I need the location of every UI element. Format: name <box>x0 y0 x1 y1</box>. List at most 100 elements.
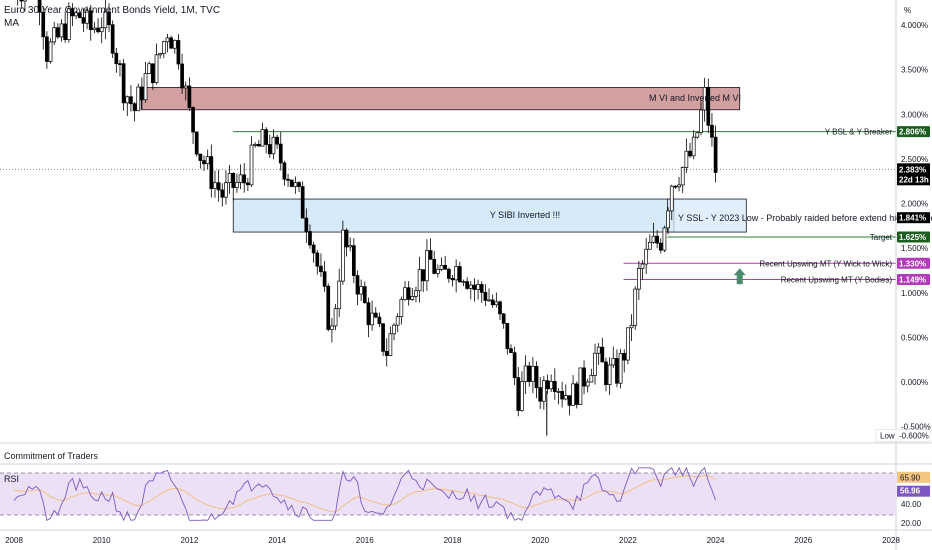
candle-body <box>377 316 382 325</box>
candle-body <box>534 365 539 389</box>
x-tick-label: 2020 <box>531 536 549 545</box>
candle-body <box>110 24 115 54</box>
zone-label: Y SSL - Y 2023 Low - Probably raided bef… <box>678 213 932 223</box>
rsi-tick-label: 40.00 <box>901 500 922 509</box>
y-tick-label: -0.500% <box>901 423 931 432</box>
candle-body <box>615 358 619 384</box>
x-tick-label: 2014 <box>268 536 286 545</box>
candle-body <box>512 352 517 378</box>
level-label: Target <box>870 233 893 242</box>
candle-body <box>498 301 502 315</box>
candle-body <box>626 327 630 361</box>
candle-body <box>132 103 137 112</box>
x-tick-label: 2024 <box>707 536 725 545</box>
y-tick-label: 0.000% <box>901 378 928 387</box>
rsi-title: RSI <box>4 474 20 484</box>
candle-body <box>461 281 466 283</box>
low-label: Low <box>880 432 895 441</box>
y-tick-label: 3.000% <box>901 110 928 119</box>
candle-body <box>322 271 327 287</box>
candle-body <box>271 136 276 155</box>
candle-body <box>578 367 583 405</box>
candle-body <box>637 268 641 290</box>
candle-body <box>143 73 148 101</box>
cot-title[interactable]: Commitment of Traders <box>4 451 99 461</box>
candle-body <box>666 210 670 229</box>
candle-body <box>304 217 309 232</box>
candle-body <box>662 227 667 251</box>
candle-body <box>472 284 477 290</box>
level-lines <box>0 131 896 280</box>
candle-body <box>706 87 711 126</box>
rsi-panel: 65.90 56.96 40.00 20.00 <box>0 466 930 528</box>
rsi-badge-text: 65.90 <box>900 473 921 482</box>
candle-body <box>593 352 597 376</box>
candle-body <box>48 41 53 62</box>
candle-body <box>326 285 331 330</box>
candle-body <box>286 178 290 181</box>
candle-body <box>121 63 126 104</box>
candle-body <box>224 182 228 198</box>
candle-body <box>249 144 254 186</box>
candle-body <box>74 12 78 17</box>
candle-body <box>359 286 363 295</box>
zone-label: M VI and Inverted M VI <box>649 93 741 103</box>
candle-body <box>457 266 462 283</box>
candle-body <box>490 299 495 306</box>
candle-body <box>465 281 469 289</box>
candle-body <box>194 131 199 155</box>
y-tick-label: 2.000% <box>901 200 928 209</box>
indicator-label: MA <box>4 18 19 29</box>
candle-body <box>479 284 484 293</box>
price-badge <box>897 212 930 224</box>
candle-body <box>403 287 407 300</box>
candle-body <box>680 167 685 186</box>
x-tick-label: 2008 <box>5 536 23 545</box>
candle-body <box>161 41 166 54</box>
y-tick-label: 4.000% <box>901 21 928 30</box>
countdown-text: 22d 13h <box>899 175 929 184</box>
x-tick-label: 2018 <box>444 536 462 545</box>
y-tick-label: 0.500% <box>901 333 928 342</box>
candle-body <box>600 346 605 363</box>
candle-body <box>125 96 130 104</box>
candle-body <box>315 252 320 267</box>
candle-body <box>337 280 342 310</box>
candle-body <box>59 23 64 38</box>
candle-body <box>88 10 93 30</box>
candle-body <box>341 229 345 282</box>
candle-body <box>213 182 217 189</box>
candle-body <box>37 0 42 13</box>
candle-body <box>454 266 459 281</box>
candle-body <box>63 23 68 40</box>
candle-body <box>647 241 652 250</box>
candle-body <box>395 316 400 326</box>
candle-body <box>505 323 510 349</box>
low-badge <box>875 429 931 442</box>
candle-body <box>651 235 656 243</box>
candle-body <box>118 63 122 65</box>
candle-body <box>436 268 440 274</box>
candle-body <box>691 136 696 157</box>
candle-body <box>333 308 338 327</box>
candle-body <box>260 129 265 147</box>
candle-body <box>520 381 524 411</box>
candle-body <box>209 156 214 189</box>
candle-body <box>311 244 316 254</box>
chart-title: Euro 30 Year Government Bonds Yield, 1M,… <box>4 5 221 16</box>
current-price-badge <box>897 163 930 186</box>
candle-body <box>428 250 433 260</box>
candle-body <box>468 284 473 289</box>
x-tick-label: 2028 <box>882 536 900 545</box>
candle-body <box>45 36 49 62</box>
candle-body <box>677 184 681 188</box>
x-axis: 2008 2010 2012 2014 2016 2018 2020 2022 2024 2026… <box>5 536 900 545</box>
level-label: Y BSL & Y Breaker <box>825 128 893 137</box>
candle-body <box>604 361 608 385</box>
current-price-text: 2.383% <box>899 165 926 174</box>
rsi-ma-line <box>13 474 716 513</box>
candle-body <box>19 0 24 2</box>
y-tick-label: 1.000% <box>901 289 928 298</box>
candle-body <box>289 179 294 187</box>
rsi-badge-text: 56.96 <box>900 487 921 496</box>
